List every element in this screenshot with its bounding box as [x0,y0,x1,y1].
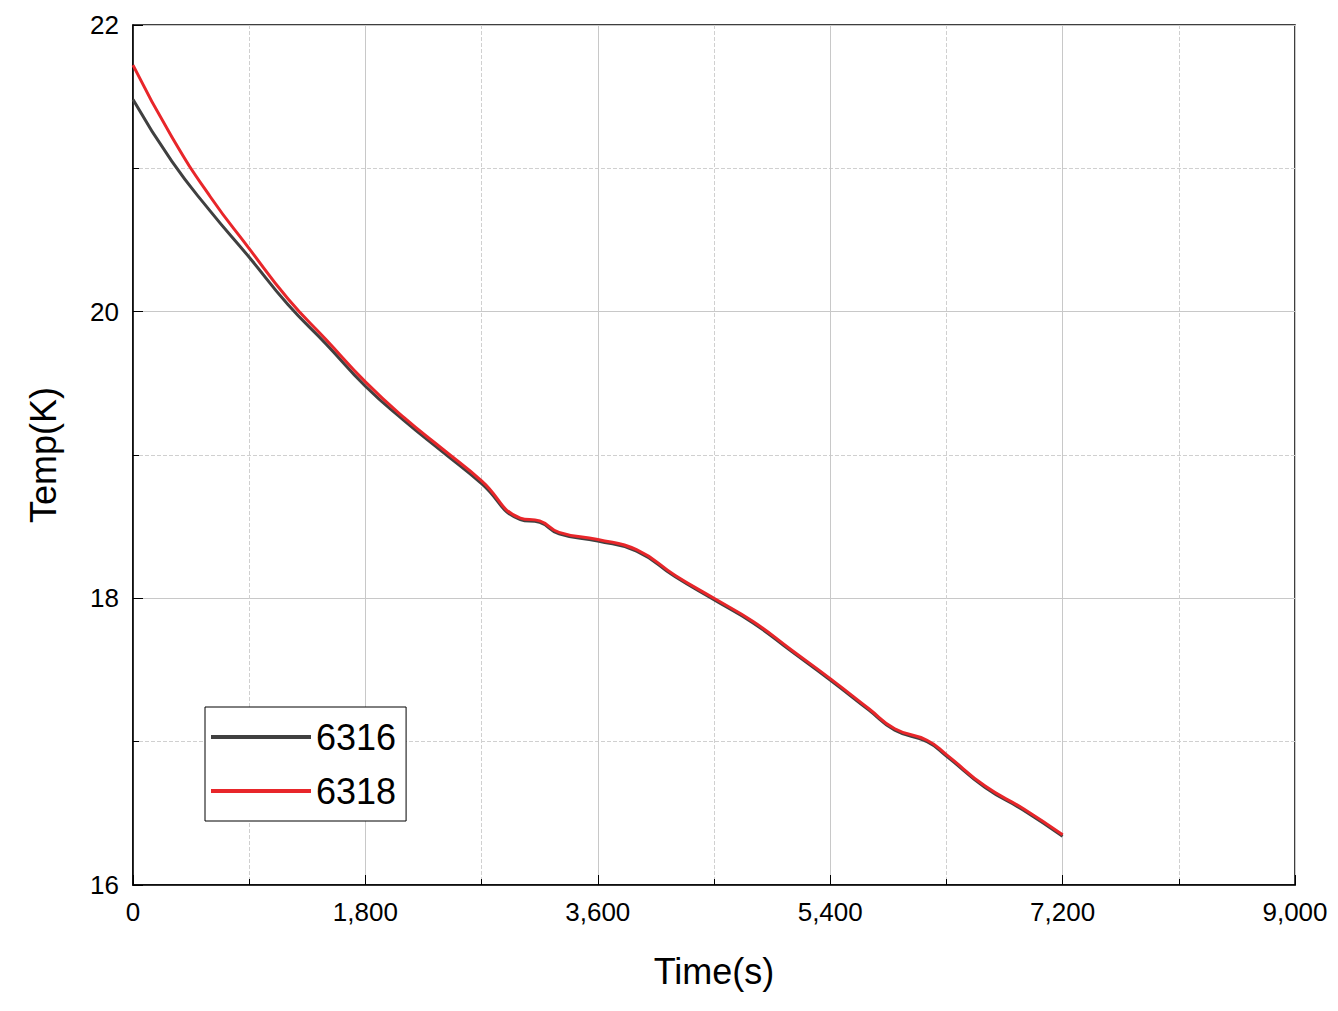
svg-text:5,400: 5,400 [798,897,863,927]
svg-text:6316: 6316 [316,717,396,758]
svg-text:7,200: 7,200 [1030,897,1095,927]
svg-text:6318: 6318 [316,771,396,812]
svg-text:0: 0 [126,897,140,927]
svg-text:22: 22 [90,10,119,40]
svg-text:Temp(K): Temp(K) [23,387,64,523]
svg-text:20: 20 [90,297,119,327]
svg-text:16: 16 [90,870,119,900]
svg-text:9,000: 9,000 [1262,897,1327,927]
svg-text:18: 18 [90,583,119,613]
svg-text:1,800: 1,800 [333,897,398,927]
svg-text:3,600: 3,600 [565,897,630,927]
svg-text:Time(s): Time(s) [654,951,775,992]
